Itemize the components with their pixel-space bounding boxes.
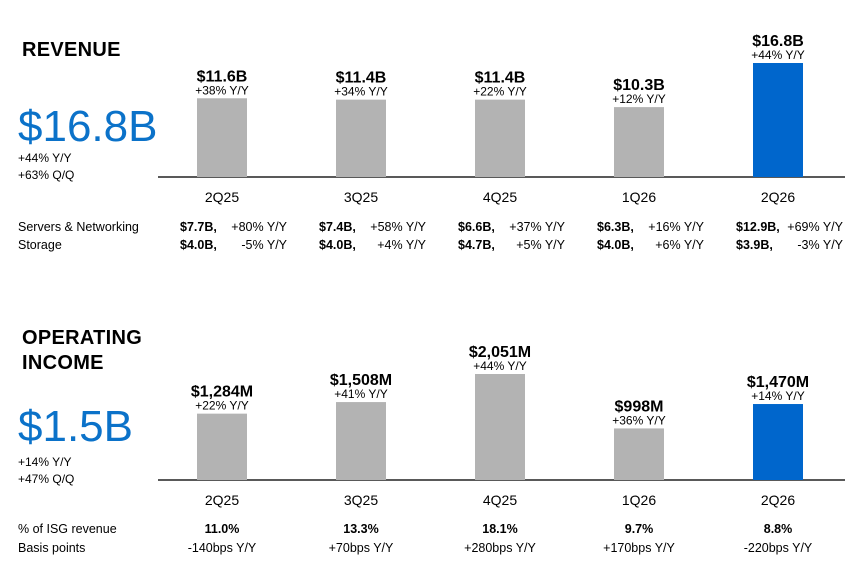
- operating-value-label: $1,470M: [747, 374, 809, 391]
- breakdown-amount: $7.4B,: [319, 220, 356, 234]
- revenue-value-label: $11.6B: [197, 68, 248, 85]
- operating-category-tick-label: 2Q26: [761, 492, 795, 508]
- operating-growth-label: +22% Y/Y: [195, 399, 248, 413]
- operating-category-tick-label: 4Q25: [483, 492, 517, 508]
- breakdown-amount: $4.7B,: [458, 238, 495, 252]
- revenue-growth-label: +38% Y/Y: [195, 83, 248, 97]
- revenue-headline: $16.8B: [18, 102, 158, 151]
- basis-points-change: +280bps Y/Y: [464, 541, 536, 555]
- breakdown-growth: +5% Y/Y: [516, 238, 565, 252]
- basis-points-change: +70bps Y/Y: [328, 541, 394, 555]
- operating-title-line1: OPERATING: [22, 327, 143, 349]
- operating-growth-label: +14% Y/Y: [751, 389, 804, 403]
- breakdown-growth: +69% Y/Y: [787, 220, 843, 234]
- isg-revenue-pct: 18.1%: [482, 522, 518, 536]
- operating-category-tick-label: 1Q26: [622, 492, 656, 508]
- revenue-growth-label: +44% Y/Y: [751, 48, 804, 62]
- operating-bar-2q26: [753, 404, 803, 480]
- operating-bar-3q25: [336, 402, 386, 480]
- revenue-growth-label: +22% Y/Y: [473, 85, 526, 99]
- row-label-servers-networking: Servers & Networking: [18, 220, 139, 234]
- revenue-category-tick-label: 2Q26: [761, 189, 795, 205]
- breakdown-growth: +80% Y/Y: [231, 220, 287, 234]
- revenue-bar-2q26: [753, 63, 803, 177]
- revenue-value-label: $11.4B: [336, 70, 387, 87]
- row-label-pct-isg-revenue: % of ISG revenue: [18, 522, 117, 536]
- isg-revenue-pct: 8.8%: [763, 522, 793, 536]
- basis-points-change: +170bps Y/Y: [603, 541, 675, 555]
- revenue-category-tick-label: 3Q25: [344, 189, 378, 205]
- operating-growth-label: +36% Y/Y: [612, 413, 665, 427]
- revenue-bar-2q25: [197, 98, 247, 177]
- isg-revenue-pct: 9.7%: [624, 522, 654, 536]
- isg-revenue-pct: 11.0%: [204, 522, 240, 536]
- operating-yoy: +14% Y/Y: [18, 455, 72, 469]
- basis-points-change: -220bps Y/Y: [743, 541, 813, 555]
- operating-growth-label: +41% Y/Y: [334, 387, 387, 401]
- operating-bar-1q26: [614, 428, 664, 480]
- revenue-category-tick-label: 4Q25: [483, 189, 517, 205]
- operating-value-label: $2,051M: [469, 344, 531, 361]
- breakdown-amount: $3.9B,: [736, 238, 773, 252]
- breakdown-growth: +58% Y/Y: [370, 220, 426, 234]
- operating-headline: $1.5B: [18, 402, 133, 451]
- operating-growth-label: +44% Y/Y: [473, 359, 526, 373]
- breakdown-growth: -3% Y/Y: [797, 238, 843, 252]
- operating-title-line2: INCOME: [22, 352, 104, 374]
- row-label-basis-points: Basis points: [18, 541, 86, 555]
- breakdown-growth: +4% Y/Y: [377, 238, 426, 252]
- row-label-storage: Storage: [18, 238, 62, 252]
- isg-revenue-pct: 13.3%: [343, 522, 379, 536]
- revenue-category-tick-label: 1Q26: [622, 189, 656, 205]
- breakdown-amount: $4.0B,: [319, 238, 356, 252]
- basis-points-change: -140bps Y/Y: [187, 541, 257, 555]
- revenue-qoq: +63% Q/Q: [18, 168, 75, 182]
- breakdown-amount: $6.6B,: [458, 220, 495, 234]
- revenue-bar-1q26: [614, 107, 664, 177]
- breakdown-amount: $12.9B,: [736, 220, 780, 234]
- operating-value-label: $1,284M: [191, 384, 253, 401]
- revenue-bar-4q25: [475, 99, 525, 177]
- operating-category-tick-label: 3Q25: [344, 492, 378, 508]
- revenue-bar-3q25: [336, 99, 386, 177]
- revenue-yoy: +44% Y/Y: [18, 151, 72, 165]
- breakdown-amount: $6.3B,: [597, 220, 634, 234]
- breakdown-growth: +6% Y/Y: [655, 238, 704, 252]
- operating-bar-4q25: [475, 374, 525, 480]
- breakdown-growth: +37% Y/Y: [509, 220, 565, 234]
- operating-qoq: +47% Q/Q: [18, 472, 75, 486]
- revenue-title: REVENUE: [22, 39, 121, 61]
- revenue-value-label: $10.3B: [613, 77, 665, 94]
- revenue-section: REVENUE $16.8B +44% Y/Y +63% Q/Q $11.6B +…: [0, 0, 855, 290]
- breakdown-amount: $4.0B,: [597, 238, 634, 252]
- operating-value-label: $1,508M: [330, 372, 392, 389]
- operating-bar-2q25: [197, 413, 247, 480]
- operating-income-section: OPERATING INCOME $1.5B +14% Y/Y +47% Q/Q…: [0, 320, 855, 584]
- breakdown-growth: +16% Y/Y: [648, 220, 704, 234]
- revenue-growth-label: +12% Y/Y: [612, 92, 665, 106]
- revenue-value-label: $11.4B: [475, 70, 526, 87]
- breakdown-amount: $7.7B,: [180, 220, 217, 234]
- operating-category-tick-label: 2Q25: [205, 492, 239, 508]
- operating-svg: $1,284M+22% Y/Y 2Q25 $1,508M+41% Y/Y 3Q25 $2…: [158, 344, 845, 508]
- breakdown-growth: -5% Y/Y: [241, 238, 287, 252]
- revenue-value-label: $16.8B: [752, 33, 804, 50]
- operating-value-label: $998M: [615, 398, 664, 415]
- revenue-growth-label: +34% Y/Y: [334, 85, 387, 99]
- breakdown-amount: $4.0B,: [180, 238, 217, 252]
- revenue-category-tick-label: 2Q25: [205, 189, 239, 205]
